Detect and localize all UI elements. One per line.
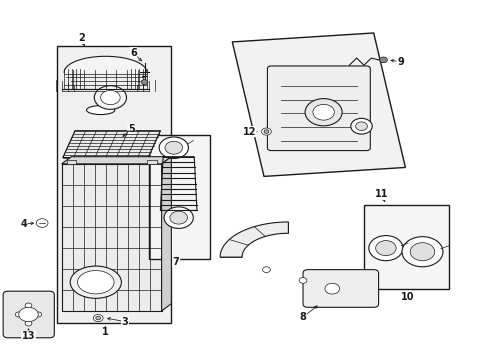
Ellipse shape: [77, 271, 114, 294]
Circle shape: [355, 122, 366, 131]
Circle shape: [375, 240, 395, 256]
Circle shape: [96, 316, 101, 320]
Polygon shape: [220, 222, 288, 257]
Circle shape: [36, 219, 48, 227]
Bar: [61, 164, 161, 311]
Polygon shape: [61, 157, 171, 164]
Text: 7: 7: [172, 257, 179, 267]
FancyBboxPatch shape: [303, 270, 378, 307]
Bar: [363, 205, 448, 289]
Bar: [57, 45, 171, 323]
Circle shape: [299, 278, 306, 283]
Text: 1: 1: [102, 327, 109, 337]
Text: 2: 2: [78, 33, 84, 43]
Circle shape: [159, 137, 188, 158]
FancyBboxPatch shape: [3, 291, 54, 338]
Circle shape: [141, 80, 148, 85]
Circle shape: [164, 141, 182, 154]
Circle shape: [261, 128, 271, 135]
Circle shape: [169, 211, 187, 224]
Circle shape: [325, 283, 339, 294]
Text: 10: 10: [400, 292, 414, 302]
Circle shape: [25, 303, 32, 308]
Bar: [66, 159, 76, 164]
Circle shape: [262, 267, 270, 273]
Ellipse shape: [86, 105, 115, 114]
Text: 4: 4: [20, 219, 27, 229]
Circle shape: [264, 130, 268, 134]
Circle shape: [312, 104, 334, 120]
Ellipse shape: [70, 266, 121, 298]
Circle shape: [101, 90, 120, 105]
FancyBboxPatch shape: [267, 66, 369, 150]
Circle shape: [305, 99, 342, 126]
Text: 5: 5: [128, 124, 135, 134]
Text: 6: 6: [130, 48, 137, 58]
Polygon shape: [161, 157, 171, 311]
Text: 12: 12: [242, 127, 256, 136]
Bar: [147, 159, 157, 164]
Text: 8: 8: [299, 312, 306, 322]
Circle shape: [401, 237, 442, 267]
Circle shape: [163, 207, 193, 228]
Polygon shape: [232, 33, 405, 176]
Circle shape: [35, 312, 41, 317]
Circle shape: [368, 235, 402, 261]
Text: 11: 11: [374, 189, 388, 199]
Circle shape: [409, 243, 434, 261]
Circle shape: [379, 57, 386, 63]
Circle shape: [94, 86, 126, 109]
Polygon shape: [64, 56, 147, 72]
Polygon shape: [63, 131, 160, 158]
Circle shape: [15, 312, 22, 317]
Circle shape: [25, 321, 32, 326]
Circle shape: [350, 118, 371, 134]
Text: 3: 3: [122, 317, 128, 327]
Circle shape: [93, 315, 103, 321]
Text: 13: 13: [21, 331, 35, 341]
Circle shape: [19, 307, 38, 321]
Text: 9: 9: [396, 57, 403, 67]
Bar: [149, 135, 210, 259]
